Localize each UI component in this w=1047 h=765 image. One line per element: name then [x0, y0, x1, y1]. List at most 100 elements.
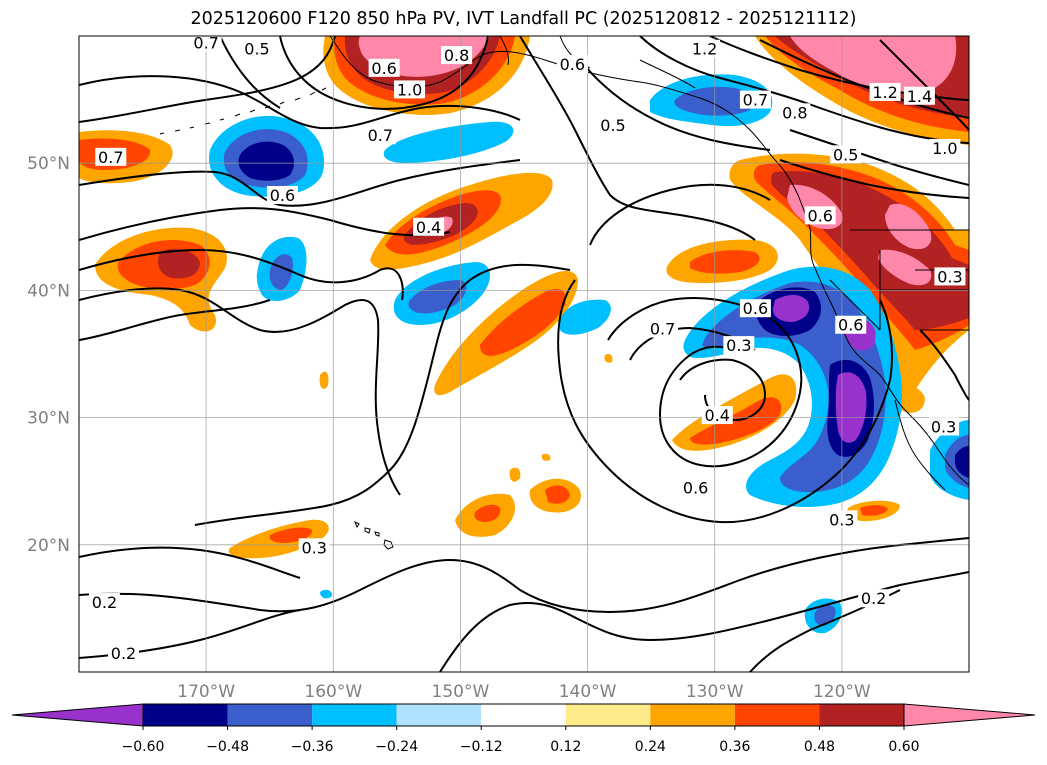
shade-baja-red	[860, 505, 888, 516]
contour-label: 0.8	[444, 46, 469, 65]
contour-label: 0.4	[705, 406, 730, 425]
contour-label: 1.0	[932, 139, 957, 158]
coast-us-west	[814, 267, 969, 486]
lon-label-120: 120°W	[813, 682, 871, 702]
contour-label: 0.7	[193, 33, 218, 52]
colorbar-segment	[312, 704, 397, 726]
colorbar: −0.60 −0.48 −0.36 −0.24 −0.12 0.12 0.24 0.36 0.4…	[11, 703, 1036, 755]
contour-label: 0.3	[937, 267, 962, 286]
longitude-labels: 170°W 160°W 150°W 140°W 130°W 120°W	[177, 682, 871, 702]
contour-label-bg	[689, 39, 721, 58]
colorbar-segment	[396, 704, 482, 726]
contour-label-bg	[928, 417, 960, 436]
contour-line	[789, 129, 969, 186]
shade-nw-navy	[238, 141, 295, 181]
contour-label: 0.3	[829, 510, 854, 529]
lat-label-30: 30°N	[27, 409, 70, 429]
lon-label-140: 140°W	[559, 682, 617, 702]
contour-label-bg	[368, 58, 400, 77]
colorbar-tick-label: −0.36	[291, 739, 334, 755]
colorbar-tick-label: −0.12	[460, 739, 503, 755]
shade-s-lightblue-2	[320, 589, 333, 599]
contour-label: 1.2	[872, 83, 897, 102]
contour-line	[557, 279, 893, 524]
contour-label-bg	[835, 315, 867, 334]
contour-line	[79, 537, 969, 614]
contour-line	[79, 159, 521, 207]
shade-52-lightblue	[383, 121, 514, 164]
contour-line	[194, 263, 571, 526]
contour-label: 0.4	[416, 218, 441, 237]
contour-label: 0.5	[833, 145, 858, 164]
contour-label: 1.4	[907, 87, 932, 106]
contour-label-bg	[597, 116, 629, 135]
contour-line	[79, 207, 451, 241]
shade-42-blue	[269, 254, 293, 290]
contour-label-bg	[441, 46, 473, 65]
contour-label: 0.3	[301, 538, 326, 557]
colorbar-segment	[565, 704, 651, 726]
contour-label: 0.7	[650, 320, 675, 339]
contour-label-bg	[680, 478, 712, 497]
contour-line	[607, 297, 803, 468]
shade-diag-red	[480, 288, 566, 356]
contour-label: 1.2	[692, 40, 717, 59]
lat-label-20: 20°N	[27, 536, 70, 556]
colorbar-extend-low	[11, 703, 144, 727]
colorbar-frame	[142, 703, 905, 727]
shade-ne-pink	[790, 36, 957, 94]
lon-label-130: 130°W	[686, 682, 744, 702]
contour-label: 0.6	[560, 55, 585, 74]
contour-label: 0.7	[743, 91, 768, 110]
contour-line	[79, 546, 301, 579]
contour-line	[579, 59, 771, 151]
contour-label-bg	[364, 126, 396, 145]
contour-label-bg	[858, 589, 890, 608]
contour-line	[79, 75, 521, 130]
shade-37-lightblue	[560, 299, 611, 335]
coast-aleutians	[159, 87, 327, 135]
contour-label-bg	[739, 299, 771, 318]
shade-dl-dark	[158, 248, 200, 279]
contour-label: 0.6	[743, 299, 768, 318]
contour-label: 0.6	[808, 206, 833, 225]
contour-label: 0.2	[861, 589, 886, 608]
contour-label-bg	[413, 217, 445, 236]
colorbar-segment	[143, 704, 228, 726]
contour-label-bg	[88, 593, 120, 612]
colorbar-extend-high	[903, 703, 1036, 727]
contour-lines	[79, 36, 969, 672]
positive-shading	[79, 36, 969, 559]
shade-23-red	[474, 485, 570, 522]
map-area: 0.7 0.5 0.6 0.8 1.0 0.7 0.7 0.6 0.4 0.6 0.5 1.2 0.7 0…	[79, 33, 969, 672]
contour-label-bg	[903, 86, 935, 105]
shade-se-navy	[955, 446, 969, 478]
lon-label-150: 150°W	[432, 682, 490, 702]
colorbar-segment	[650, 704, 735, 726]
contour-label: 0.2	[111, 644, 136, 663]
contour-label-bg	[869, 82, 901, 101]
gridlines	[79, 36, 969, 672]
contour-label-bg	[739, 90, 771, 109]
contour-label: 0.3	[931, 418, 956, 437]
colorbar-tick-label: 0.48	[804, 739, 835, 755]
contour-line	[439, 571, 969, 672]
contour-label-bg	[241, 39, 273, 58]
lat-label-50: 50°N	[27, 154, 70, 174]
colorbar-tick-label: 0.12	[550, 739, 581, 755]
contour-label: 0.8	[782, 103, 807, 122]
contour-label-bg	[830, 145, 862, 164]
contour-label-bg	[190, 36, 222, 52]
contour-label: 0.6	[371, 59, 396, 78]
contour-label: 0.2	[92, 593, 117, 612]
coast-bc	[774, 159, 816, 269]
contour-label-bg	[108, 643, 139, 662]
contour-line	[279, 36, 489, 110]
contour-label-bg	[934, 267, 966, 286]
contour-label-bg	[556, 54, 588, 73]
contour-label: 0.5	[600, 116, 625, 135]
contour-label: 0.3	[726, 336, 751, 355]
contour-label-bg	[298, 538, 330, 557]
coast-hawaii	[354, 520, 394, 550]
